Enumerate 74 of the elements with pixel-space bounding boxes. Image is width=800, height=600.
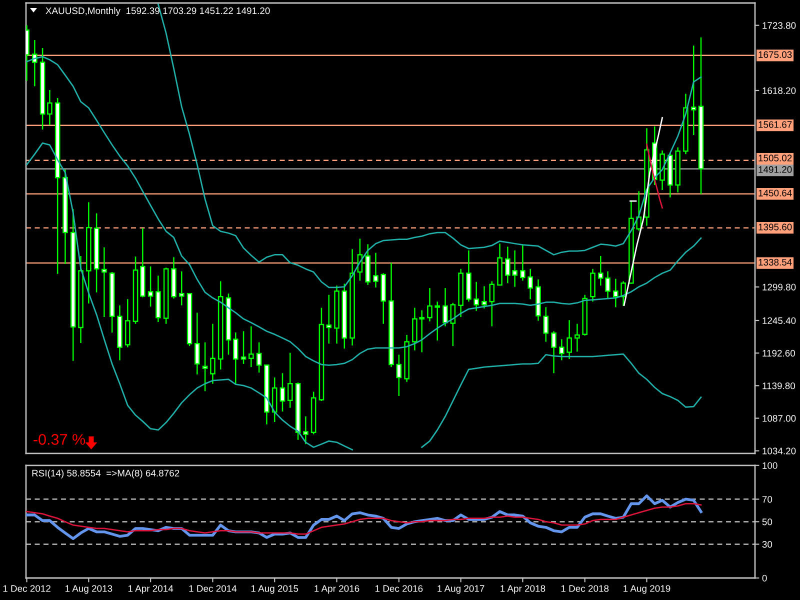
candlestick xyxy=(178,271,184,306)
candlestick xyxy=(373,252,378,288)
candlestick xyxy=(232,332,238,384)
y-tick-label: 1299.80 xyxy=(762,284,796,290)
x-tick-label: 1 Dec 2012 xyxy=(3,585,50,592)
annotation: -0.37 % xyxy=(34,434,86,445)
ref-line-label: 1675.03 xyxy=(758,51,792,58)
candlestick xyxy=(303,416,308,444)
y-tick-label: 30 xyxy=(762,541,772,548)
candlestick xyxy=(528,268,533,300)
ref-line-label: 1338.54 xyxy=(758,258,792,266)
candlestick xyxy=(202,342,208,392)
ref-line-label: 1450.64 xyxy=(758,190,792,196)
x-tick-label: 1 Apr 2014 xyxy=(128,585,174,594)
x-tick-label: 1 Aug 2019 xyxy=(624,585,670,594)
candlestick xyxy=(520,244,526,281)
candlestick xyxy=(427,288,432,322)
x-tick-label: 1 Aug 2015 xyxy=(251,585,298,594)
candlestick xyxy=(434,302,440,340)
candlestick xyxy=(248,326,254,368)
candlestick xyxy=(102,247,107,318)
line-series xyxy=(158,4,702,288)
candlestick xyxy=(450,302,456,346)
y-tick-label: 1139.80 xyxy=(762,382,796,390)
candlestick xyxy=(482,286,487,308)
candlestick xyxy=(256,342,262,373)
y-tick-label: 70 xyxy=(762,496,772,503)
candlestick xyxy=(489,281,495,326)
x-tick-label: 1 Dec 2018 xyxy=(561,585,609,592)
x-tick-label: 1 Dec 2016 xyxy=(375,585,423,592)
y-tick-label: 0 xyxy=(762,574,767,582)
chart-title: RSI(14) 58.8554 =>MA(8) 64.8762 xyxy=(32,470,180,478)
y-tick-label: 100 xyxy=(762,462,778,469)
x-tick-label: 1 Apr 2016 xyxy=(314,585,360,594)
candlestick xyxy=(620,281,626,306)
candlestick xyxy=(559,339,564,360)
candlestick xyxy=(442,288,448,326)
ref-line-label: 1505.02 xyxy=(758,154,792,162)
candlestick xyxy=(194,312,200,374)
y-tick-label: 1192.60 xyxy=(762,350,796,357)
candlestick xyxy=(690,46,696,136)
candlestick xyxy=(543,307,549,342)
y-tick-label: 50 xyxy=(762,518,772,526)
y-tick-label: 1618.20 xyxy=(762,87,796,94)
candlestick xyxy=(326,294,332,344)
line-series xyxy=(623,117,663,306)
candlestick xyxy=(32,40,38,86)
candlestick xyxy=(551,331,556,374)
ref-line-label: 1491.20 xyxy=(758,166,792,173)
x-tick-label: 1 Apr 2018 xyxy=(500,585,546,594)
candlestick xyxy=(148,266,154,307)
candlestick xyxy=(474,282,479,311)
candlestick xyxy=(590,268,596,302)
y-tick-label: 1723.80 xyxy=(762,22,796,29)
x-tick-label: 1 Aug 2013 xyxy=(65,585,112,594)
ref-line-label: 1561.67 xyxy=(758,121,792,128)
x-tick-label: 1 Aug 2017 xyxy=(438,585,484,594)
x-tick-label: 1 Dec 2014 xyxy=(189,585,237,592)
line-series xyxy=(26,502,702,535)
y-tick-label: 1034.20 xyxy=(762,448,796,454)
candlestick xyxy=(210,324,216,384)
y-tick-label: 1087.00 xyxy=(762,415,796,422)
candlestick xyxy=(240,331,246,364)
candlestick xyxy=(613,278,618,308)
ref-line-label: 1395.60 xyxy=(758,224,792,230)
candlestick xyxy=(574,324,580,352)
candlestick xyxy=(396,354,402,396)
candlestick xyxy=(287,352,293,408)
y-tick-label: 1245.40 xyxy=(762,317,796,324)
line-series xyxy=(646,144,663,209)
chart-title: XAUUSD,Monthly 1592.39 1703.29 1451.22 1491.20 xyxy=(46,7,270,16)
candlestick xyxy=(280,373,286,412)
candlestick xyxy=(47,90,52,126)
candlestick xyxy=(566,320,572,360)
